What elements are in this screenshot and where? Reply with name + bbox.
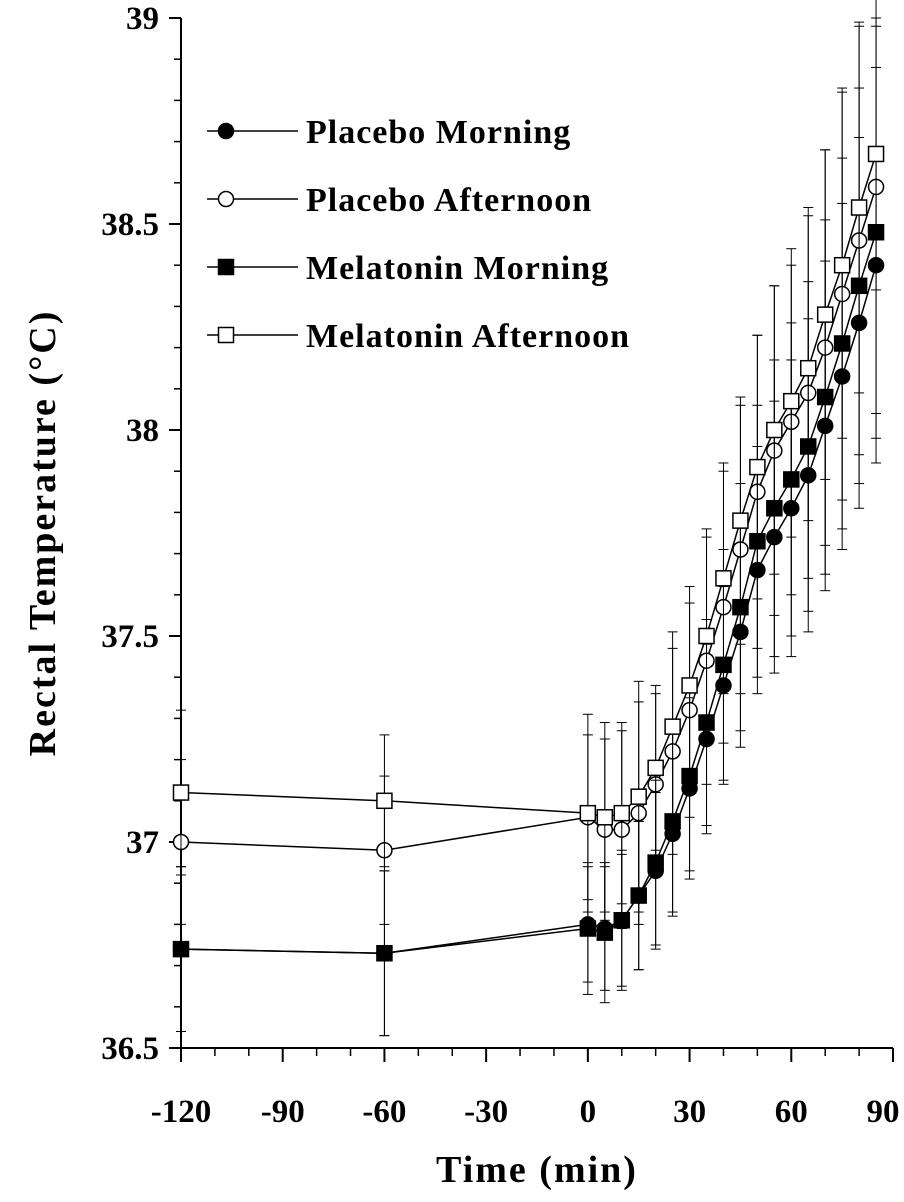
- data-point: [630, 788, 647, 805]
- legend-marker: [217, 258, 235, 276]
- data-point: [681, 677, 698, 694]
- y-tick-label: 39: [126, 1, 159, 37]
- x-tick-label: -120: [151, 1094, 212, 1130]
- legend-marker: [217, 190, 235, 208]
- data-point: [783, 392, 800, 410]
- legend-item-melatonin-morning: Melatonin Morning: [207, 250, 609, 287]
- data-point: [647, 759, 664, 777]
- data-point: [579, 920, 597, 937]
- data-point: [579, 804, 597, 822]
- data-point: [850, 199, 868, 216]
- x-tick-label: 30: [673, 1094, 706, 1130]
- data-point: [664, 718, 681, 735]
- y-axis-title: Rectal Temperature (°C): [22, 310, 64, 757]
- legend-item-placebo-morning: Placebo Morning: [207, 114, 571, 151]
- y-tick-label: 36.5: [101, 1031, 159, 1067]
- data-point: [732, 512, 749, 529]
- y-tick-label: 37: [126, 825, 159, 861]
- data-point: [172, 784, 190, 801]
- y-tick-label: 38.5: [101, 207, 159, 243]
- x-tick-label: -90: [261, 1094, 305, 1130]
- legend-marker: [217, 122, 235, 140]
- data-point: [698, 627, 715, 645]
- data-point: [749, 458, 766, 476]
- ticks: [169, 17, 894, 1062]
- legend: Placebo Morning Placebo Afternoon Melatoni…: [207, 114, 630, 355]
- data-point: [596, 809, 614, 826]
- data-point: [647, 854, 664, 871]
- data-point: [596, 924, 614, 941]
- data-point: [816, 306, 834, 323]
- axes: [180, 18, 893, 1049]
- legend-item-melatonin-afternoon: Melatonin Afternoon: [207, 318, 630, 355]
- data-point: [376, 792, 393, 810]
- data-point: [766, 421, 783, 439]
- x-tick-label: 90: [867, 1094, 900, 1130]
- tick-labels: 36.5 37 37.5 38 38.5 39 -120 -90 -60 -30 0 30 60 90: [101, 1, 899, 1130]
- data-point: [715, 570, 732, 587]
- legend-label: Melatonin Morning: [306, 250, 609, 287]
- data-point: [613, 912, 631, 929]
- data-point: [376, 944, 393, 962]
- legend-marker: [217, 326, 235, 344]
- series-line: [180, 264, 877, 954]
- x-axis-title: Time (min): [436, 1149, 638, 1191]
- y-tick-label: 38: [126, 413, 159, 449]
- x-tick-label: 60: [775, 1094, 808, 1130]
- legend-label: Placebo Afternoon: [306, 182, 592, 219]
- data-point: [613, 804, 631, 822]
- x-tick-label: 0: [580, 1094, 597, 1130]
- data-point: [833, 256, 851, 274]
- data-point: [799, 359, 817, 377]
- data-point: [172, 940, 190, 958]
- series: [172, 0, 885, 1037]
- legend-item-placebo-afternoon: Placebo Afternoon: [207, 182, 592, 219]
- y-tick-label: 37.5: [101, 619, 159, 655]
- data-point: [867, 145, 885, 163]
- x-tick-label: -30: [464, 1094, 508, 1130]
- legend-label: Melatonin Afternoon: [306, 318, 630, 355]
- x-tick-label: -60: [362, 1094, 406, 1130]
- series-melatonin-afternoon: [172, 17, 885, 913]
- legend-label: Placebo Morning: [306, 114, 571, 151]
